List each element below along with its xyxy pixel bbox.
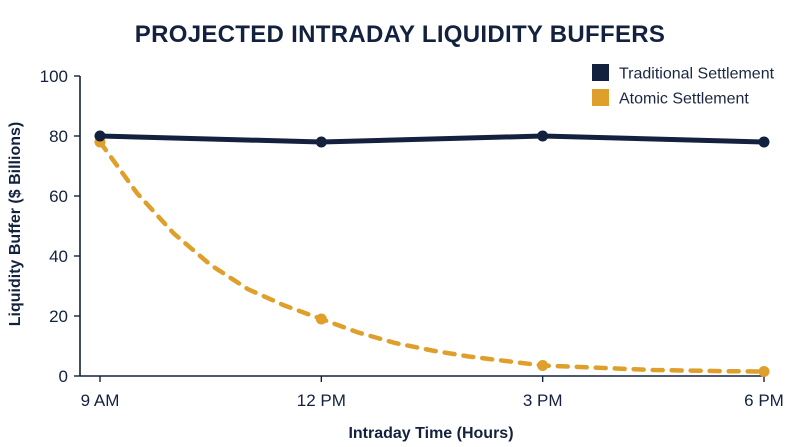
series-line-traditional-settlement (97, 133, 767, 145)
data-point-traditional-settlement (537, 130, 549, 142)
x-tick-label: 9 AM (81, 391, 120, 410)
legend-item-traditional-settlement: Traditional Settlement (592, 64, 775, 83)
series-atomic-settlement (94, 136, 770, 377)
series-line-atomic-settlement (97, 139, 767, 374)
x-axis-label: Intraday Time (Hours) (348, 425, 513, 442)
x-tick-label: 3 PM (523, 391, 563, 410)
y-tick-label: 0 (59, 367, 68, 386)
legend-swatch (592, 64, 609, 81)
axes: 0 20 40 60 80 100 9 AM 12 PM 3 PM 6 PM (40, 67, 784, 410)
data-point-traditional-settlement (315, 136, 327, 148)
y-tick-label: 20 (49, 307, 68, 326)
data-point-atomic-settlement (315, 313, 327, 325)
data-point-atomic-settlement (758, 366, 770, 377)
legend-label: Traditional Settlement (619, 66, 775, 83)
x-tick-label: 12 PM (297, 391, 346, 410)
series-layer (94, 130, 770, 377)
x-tick-label: 6 PM (744, 391, 784, 410)
series-traditional-settlement (94, 130, 770, 148)
legend-label: Atomic Settlement (619, 91, 749, 108)
legend-swatch (592, 89, 609, 106)
data-point-atomic-settlement (537, 360, 549, 371)
legend: Traditional Settlement Atomic Settlement (592, 64, 775, 108)
y-tick-label: 100 (40, 67, 68, 86)
chart-title: PROJECTED INTRADAY LIQUIDITY BUFFERS (135, 21, 665, 48)
data-point-traditional-settlement (758, 136, 770, 148)
y-axis-label: Liquidity Buffer ($ Billions) (7, 122, 24, 326)
y-tick-label: 80 (49, 127, 68, 146)
y-tick-label: 60 (49, 187, 68, 206)
data-point-traditional-settlement (94, 130, 106, 142)
legend-item-atomic-settlement: Atomic Settlement (592, 89, 749, 108)
y-tick-label: 40 (49, 247, 68, 266)
